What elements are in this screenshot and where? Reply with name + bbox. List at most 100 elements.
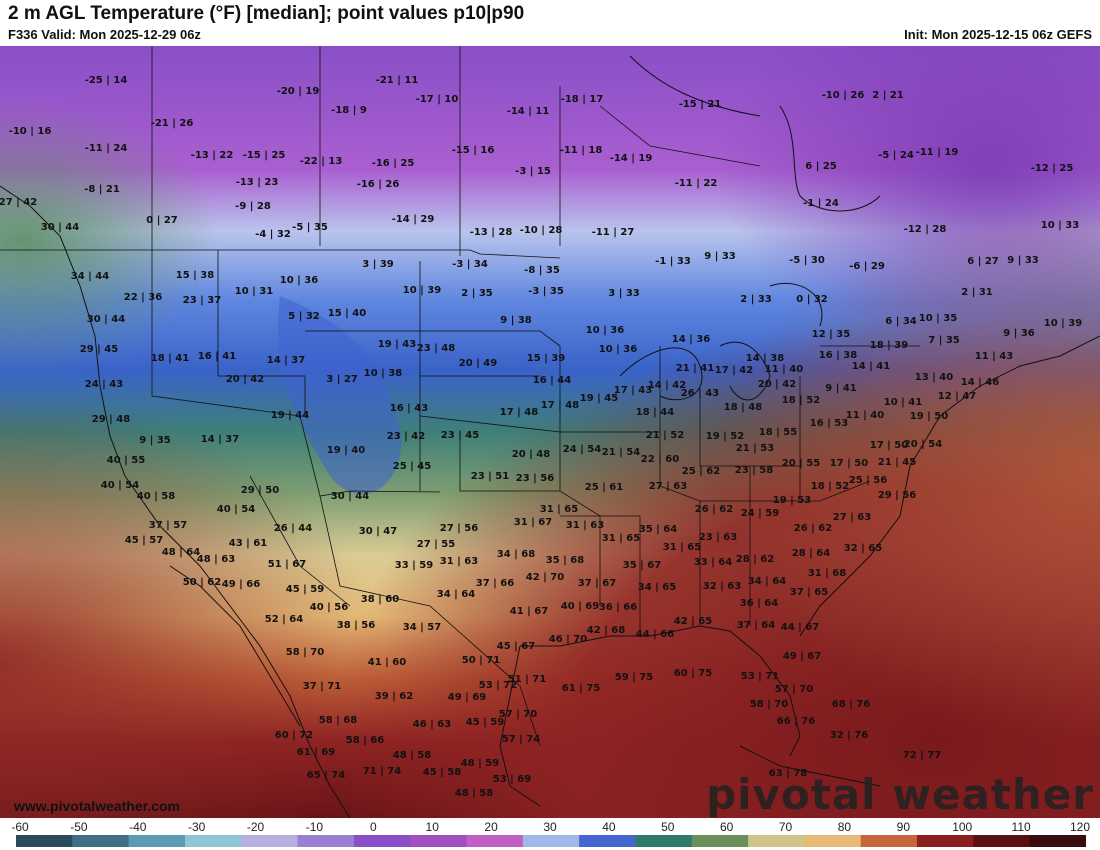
- point-value: 21 | 45: [877, 457, 917, 468]
- point-value: 9 | 33: [1007, 255, 1039, 266]
- init-time: Init: Mon 2025-12-15 06z GEFS: [904, 27, 1092, 42]
- point-value: 10 | 36: [585, 325, 625, 336]
- point-value: 35 | 64: [638, 524, 678, 535]
- point-value: 71 | 74: [362, 766, 402, 777]
- point-value: 58 | 66: [345, 735, 385, 746]
- point-value: -11 | 22: [674, 178, 718, 189]
- point-value: 39 | 62: [374, 691, 414, 702]
- point-value: 46 | 63: [412, 719, 452, 730]
- point-value: 30 | 44: [330, 491, 370, 502]
- point-value: 12 | 35: [811, 329, 851, 340]
- point-value: 34 | 64: [747, 576, 787, 587]
- point-value: 61 | 69: [296, 747, 336, 758]
- point-value: 40 | 69: [560, 601, 600, 612]
- point-value: 23 | 58: [734, 465, 774, 476]
- point-value: 42 | 65: [673, 616, 713, 627]
- site-url[interactable]: www.pivotalweather.com: [14, 798, 180, 814]
- point-value: 53 | 71: [740, 671, 780, 682]
- colorbar-segment: [860, 835, 918, 847]
- point-value: 16 | 38: [818, 350, 858, 361]
- point-value: 35 | 68: [545, 555, 585, 566]
- point-value: 9 | 38: [500, 315, 532, 326]
- point-value: 50 | 71: [461, 655, 501, 666]
- point-value: 28 | 62: [735, 554, 775, 565]
- point-value: -13 | 22: [190, 150, 234, 161]
- point-value: 51 | 67: [267, 559, 307, 570]
- point-value: -16 | 26: [356, 179, 400, 190]
- point-value: 37 | 64: [736, 620, 776, 631]
- colorbar-ticks: -60 -50 -40 -30 -20 -10 0 10 20 30 40 50 60 70 80 90 100…: [0, 818, 1100, 834]
- point-value: -11 | 18: [559, 145, 603, 156]
- point-value: 15 | 40: [327, 308, 367, 319]
- point-value: 17 | 43: [613, 385, 653, 396]
- point-value: 14 | 37: [266, 355, 306, 366]
- point-value: -3 | 34: [452, 259, 488, 270]
- point-value: 23 | 48: [416, 343, 456, 354]
- point-value: 60 | 75: [673, 668, 713, 679]
- colorbar-tick-label: 110: [1011, 820, 1031, 834]
- point-value: 32 | 76: [829, 730, 869, 741]
- point-value: 19 | 50: [909, 411, 949, 422]
- point-value: 31 | 65: [539, 504, 579, 515]
- point-value: 24 | 43: [84, 379, 124, 390]
- point-value: 48 | 59: [460, 758, 500, 769]
- point-value: 31 | 68: [807, 568, 847, 579]
- point-value: 53 | 72: [478, 680, 518, 691]
- point-value: 15 | 38: [175, 270, 215, 281]
- point-value: -16 | 25: [371, 158, 415, 169]
- colorbar-tick-label: -30: [187, 820, 206, 834]
- point-value: 29 | 45: [79, 344, 119, 355]
- point-value: 44 | 66: [635, 629, 675, 640]
- colorbar-tick-label: 90: [896, 820, 911, 834]
- point-value: 11 | 40: [764, 364, 804, 375]
- point-value: 34 | 57: [402, 622, 442, 633]
- point-value: 31 | 65: [601, 533, 641, 544]
- point-value: 29 | 56: [877, 490, 917, 501]
- point-value: 49 | 69: [447, 692, 487, 703]
- point-value: -10 | 26: [821, 90, 865, 101]
- point-value: 34 | 44: [70, 271, 110, 282]
- point-value: 53 | 69: [492, 774, 532, 785]
- colorbar-segment: [635, 835, 693, 847]
- point-value: 28 | 64: [791, 548, 831, 559]
- colorbar-segment: [353, 835, 411, 847]
- point-value: 37 | 57: [148, 520, 188, 531]
- point-value: 17 | 42: [714, 365, 754, 376]
- point-value: 10 | 35: [918, 313, 958, 324]
- colorbar-tick-label: 80: [837, 820, 852, 834]
- point-value: 18 | 55: [758, 427, 798, 438]
- point-value: 19 | 43: [377, 339, 417, 350]
- point-value: 10 | 39: [402, 285, 442, 296]
- point-value: 26 | 43: [680, 388, 720, 399]
- point-value: 10 | 36: [279, 275, 319, 286]
- point-value: 19 | 45: [579, 393, 619, 404]
- temperature-map[interactable]: -25 | 14 -20 | 19 -21 | 11 -17 | 10 -18 | 17…: [0, 46, 1100, 818]
- point-value: 10 | 39: [1043, 318, 1083, 329]
- colorbar-tick-label: 60: [719, 820, 734, 834]
- point-value: 23 | 42: [386, 431, 426, 442]
- colorbar-segment: [16, 835, 73, 847]
- colorbar-tick-label: -20: [246, 820, 265, 834]
- point-value: 66 | 76: [776, 716, 816, 727]
- point-value: 16 | 44: [532, 375, 572, 386]
- header: 2 m AGL Temperature (°F) [median]; point…: [0, 0, 1100, 46]
- point-value: 19 | 53: [772, 495, 812, 506]
- point-value: 45 | 57: [124, 535, 164, 546]
- point-value: 61 | 75: [561, 683, 601, 694]
- point-value: 20 | 54: [903, 439, 943, 450]
- point-value: -13 | 28: [469, 227, 513, 238]
- point-value: 6 | 25: [805, 161, 837, 172]
- point-value: -11 | 27: [591, 227, 635, 238]
- point-value: 43 | 61: [228, 538, 268, 549]
- point-value: 22 | 36: [123, 292, 163, 303]
- point-value: 38 | 60: [360, 594, 400, 605]
- point-value: 2 | 21: [872, 90, 904, 101]
- point-value: -13 | 23: [235, 177, 279, 188]
- point-value: 42 | 68: [586, 625, 626, 636]
- point-value: 57 | 70: [498, 709, 538, 720]
- colorbar-tick-label: 20: [484, 820, 498, 834]
- point-value: 27 | 63: [648, 481, 688, 492]
- point-value: 33 | 59: [394, 560, 434, 571]
- point-value: -15 | 21: [678, 99, 722, 110]
- colorbar-segment: [973, 835, 1031, 847]
